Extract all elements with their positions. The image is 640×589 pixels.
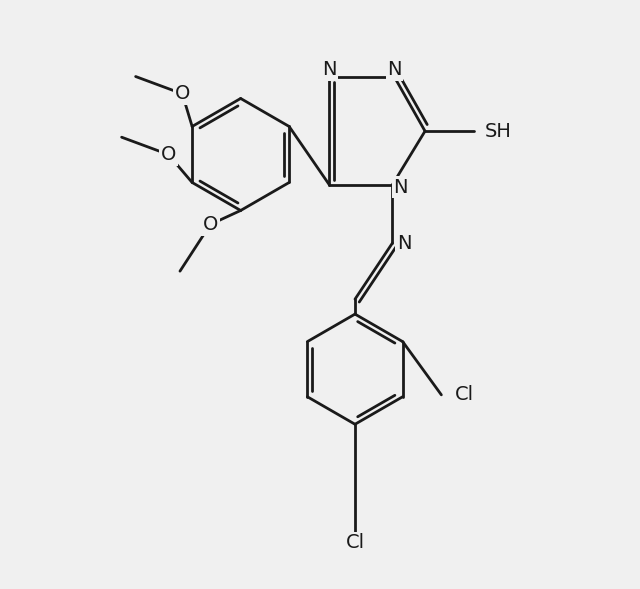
Text: N: N [387, 60, 402, 79]
Text: Cl: Cl [455, 385, 474, 405]
Text: Cl: Cl [346, 533, 365, 552]
Text: O: O [161, 145, 176, 164]
Text: N: N [394, 178, 408, 197]
Text: N: N [397, 234, 412, 253]
Text: O: O [203, 215, 218, 234]
Text: SH: SH [485, 122, 512, 141]
Text: N: N [322, 60, 337, 79]
Text: O: O [175, 84, 190, 103]
